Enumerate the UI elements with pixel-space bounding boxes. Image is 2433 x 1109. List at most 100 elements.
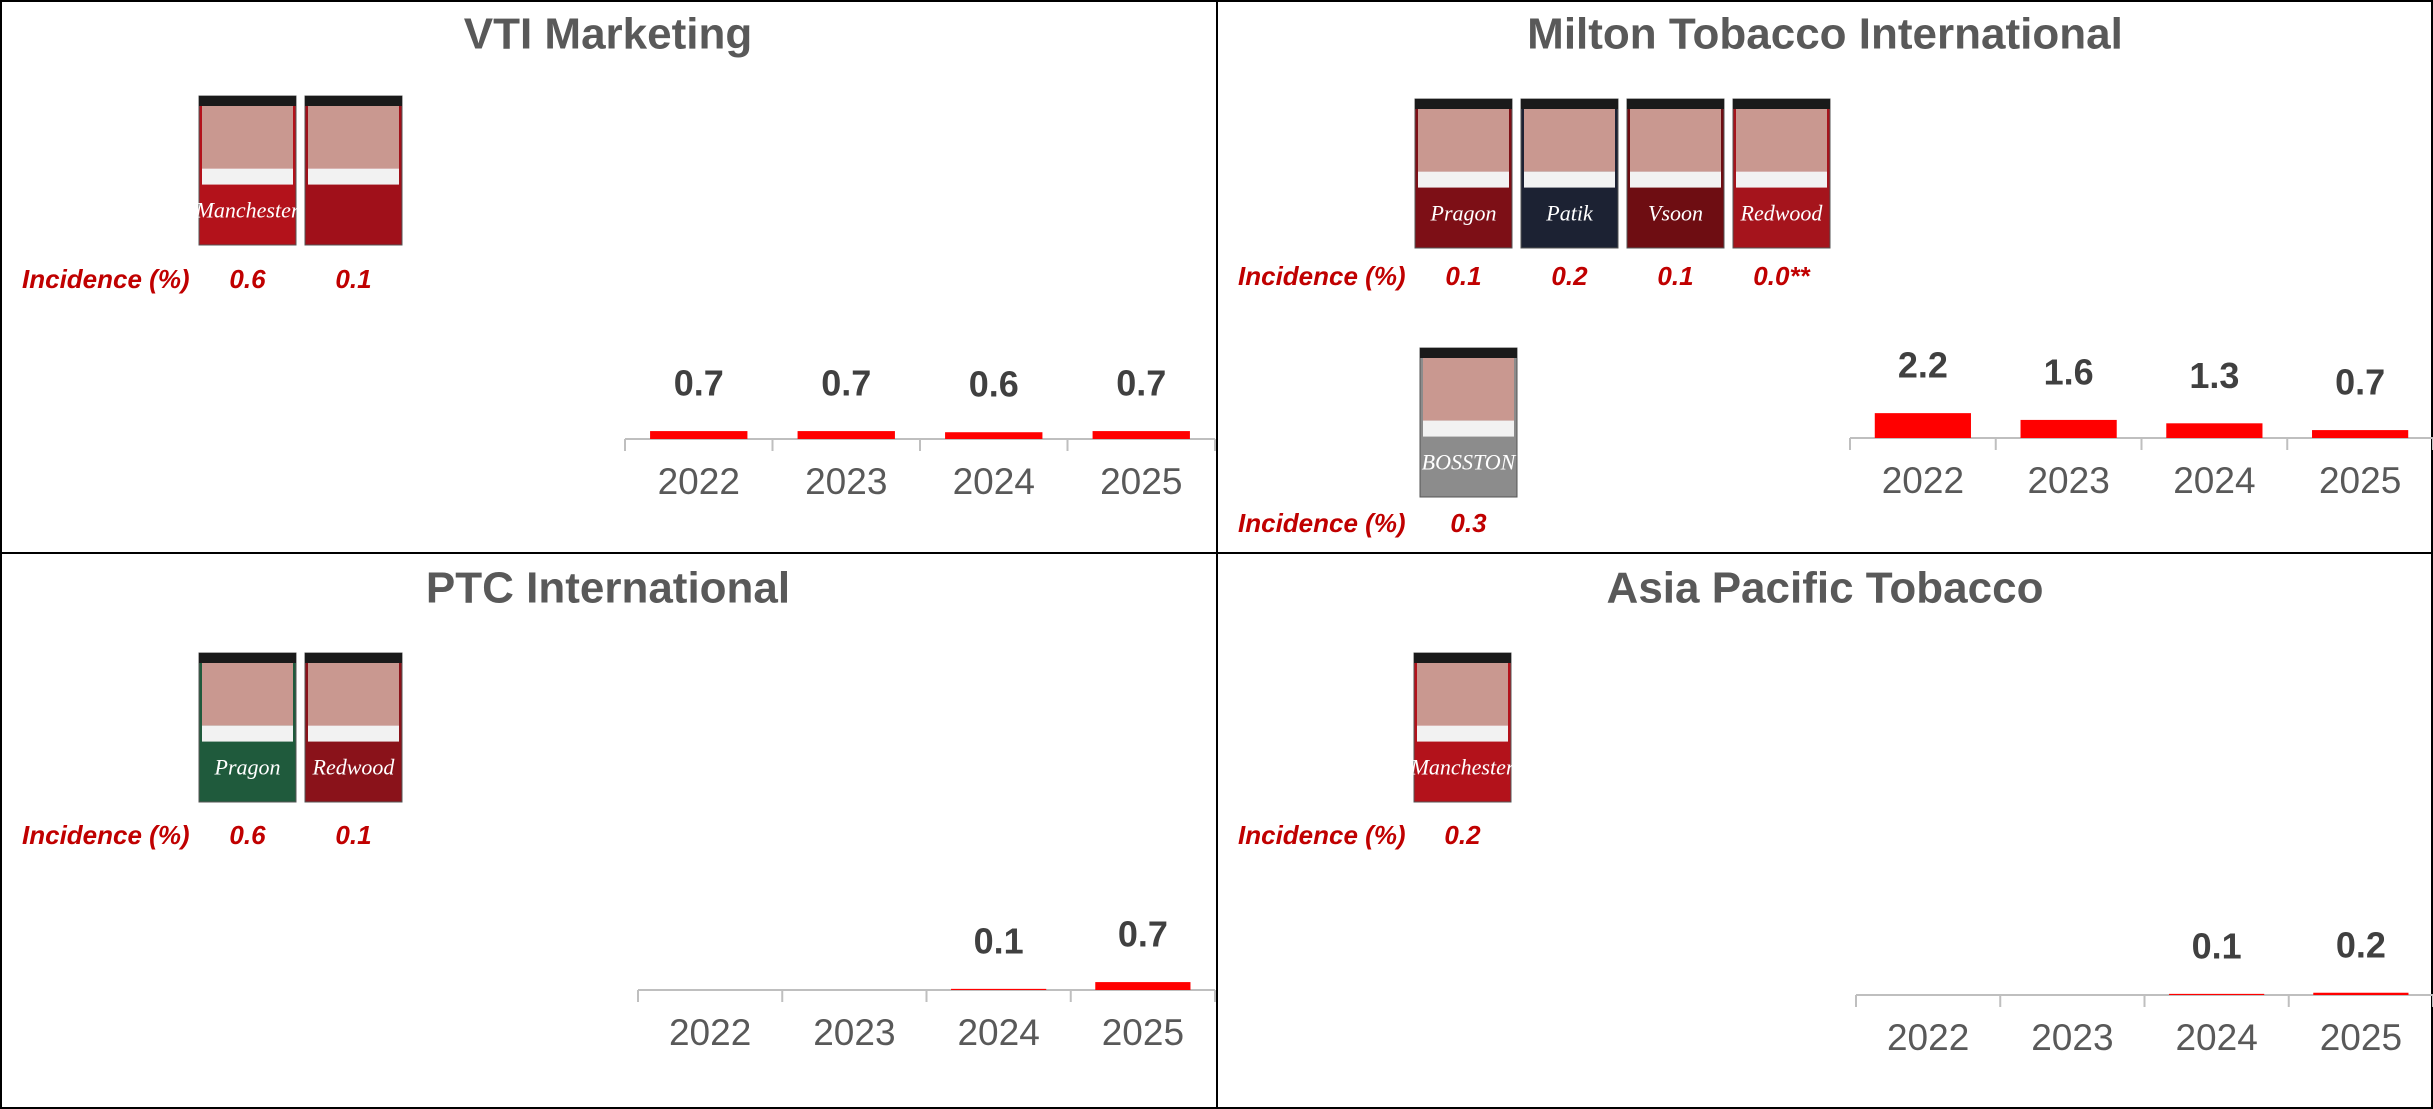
- x-tick-label: 2022: [1887, 1017, 1969, 1058]
- pack-photo: [1418, 109, 1509, 172]
- incidence-value: 0.1: [1657, 261, 1693, 291]
- bar: [2021, 420, 2117, 438]
- x-tick-label: 2025: [2320, 1017, 2402, 1058]
- panel-title: VTI Marketing: [464, 10, 753, 59]
- incidence-value: 0.6: [229, 264, 266, 294]
- data-label: 0.2: [2336, 924, 2386, 965]
- pack: Pragon: [199, 653, 296, 802]
- pack-top: [305, 653, 402, 663]
- bar: [1095, 982, 1190, 990]
- pack: Manchester: [195, 96, 300, 245]
- pack-brand: Redwood: [312, 754, 396, 779]
- pack-brand: Vsoon: [1648, 200, 1703, 225]
- pack: BOSSTON: [1420, 348, 1517, 497]
- incidence-label: Incidence (%): [1238, 508, 1406, 538]
- pack-photo: [1630, 109, 1721, 172]
- pack-photo: [1417, 663, 1508, 726]
- incidence-label: Incidence (%): [22, 264, 190, 294]
- pack-warning: [1423, 421, 1514, 437]
- pack-photo: [308, 663, 399, 726]
- x-tick-label: 2022: [658, 461, 740, 502]
- pack: Redwood: [1733, 99, 1830, 248]
- pack-warning: [1524, 172, 1615, 188]
- panel-title: Asia Pacific Tobacco: [1607, 564, 2044, 613]
- slide: VTI Marketing Incidence (%) Manchester 0.6 0…: [0, 0, 2433, 1109]
- pack-top: [1420, 348, 1517, 358]
- incidence-label: Incidence (%): [22, 820, 190, 850]
- x-tick-label: 2025: [2319, 460, 2401, 501]
- pack-brand: Redwood: [1740, 200, 1824, 225]
- pack-photo: [202, 106, 293, 169]
- panel-title: PTC International: [426, 564, 790, 613]
- incidence-label: Incidence (%): [1238, 820, 1406, 850]
- data-label: 0.7: [821, 363, 871, 404]
- incidence-value: 0.1: [335, 264, 371, 294]
- pack-warning: [1417, 726, 1508, 742]
- data-label: 0.7: [2335, 362, 2385, 403]
- pack-warning: [202, 169, 293, 185]
- pack: Manchester: [1410, 653, 1515, 802]
- data-label: 1.6: [2044, 351, 2094, 392]
- data-label: 0.1: [2192, 925, 2242, 966]
- incidence-value: 0.0**: [1753, 261, 1811, 291]
- x-tick-label: 2023: [805, 461, 887, 502]
- pack-warning: [1418, 172, 1509, 188]
- bar: [1093, 431, 1190, 439]
- pack-brand: Patik: [1545, 200, 1594, 225]
- pack-brand: Pragon: [1430, 200, 1497, 225]
- x-tick-label: 2024: [957, 1012, 1039, 1053]
- data-label: 2.2: [1898, 345, 1948, 386]
- x-tick-label: 2023: [2031, 1017, 2113, 1058]
- pack-brand: Pragon: [214, 754, 281, 779]
- pack-top: [199, 653, 296, 663]
- data-label: 0.1: [974, 920, 1024, 961]
- bar: [2312, 430, 2408, 438]
- bar: [2166, 423, 2262, 438]
- incidence-value: 0.2: [1444, 820, 1481, 850]
- pack-top: [1733, 99, 1830, 109]
- bar: [945, 432, 1042, 439]
- incidence-value: 0.1: [335, 820, 371, 850]
- bar: [798, 431, 895, 439]
- data-label: 0.7: [1118, 914, 1168, 955]
- incidence-value: 0.3: [1450, 508, 1487, 538]
- pack-brand: BOSSTON: [1422, 449, 1517, 474]
- pack-brand: Manchester: [1410, 754, 1515, 779]
- pack-photo: [1524, 109, 1615, 172]
- pack-photo: [1736, 109, 1827, 172]
- pack-brand: Manchester: [195, 197, 300, 222]
- pack-photo: [202, 663, 293, 726]
- pack: [305, 96, 402, 245]
- pack: Patik: [1521, 99, 1618, 248]
- pack-warning: [308, 726, 399, 742]
- bar: [2169, 994, 2264, 995]
- pack-top: [1627, 99, 1724, 109]
- incidence-label: Incidence (%): [1238, 261, 1406, 291]
- x-tick-label: 2022: [1882, 460, 1964, 501]
- bar: [650, 431, 747, 439]
- pack-top: [1414, 653, 1511, 663]
- data-label: 0.7: [1116, 363, 1166, 404]
- pack-warning: [202, 726, 293, 742]
- pack: Pragon: [1415, 99, 1512, 248]
- data-label: 0.7: [674, 363, 724, 404]
- pack-photo: [308, 106, 399, 169]
- pack-warning: [308, 169, 399, 185]
- incidence-value: 0.1: [1445, 261, 1481, 291]
- pack-photo: [1423, 358, 1514, 421]
- data-label: 0.6: [969, 364, 1019, 405]
- x-tick-label: 2023: [813, 1012, 895, 1053]
- x-tick-label: 2025: [1102, 1012, 1184, 1053]
- pack-warning: [1736, 172, 1827, 188]
- data-label: 1.3: [2189, 355, 2239, 396]
- x-tick-label: 2024: [2175, 1017, 2257, 1058]
- panel-title: Milton Tobacco International: [1527, 10, 2123, 59]
- bar: [951, 989, 1046, 990]
- x-tick-label: 2022: [669, 1012, 751, 1053]
- bar: [2313, 993, 2408, 995]
- pack-top: [1521, 99, 1618, 109]
- x-tick-label: 2023: [2027, 460, 2109, 501]
- x-tick-label: 2025: [1100, 461, 1182, 502]
- incidence-value: 0.6: [229, 820, 266, 850]
- pack: Redwood: [305, 653, 402, 802]
